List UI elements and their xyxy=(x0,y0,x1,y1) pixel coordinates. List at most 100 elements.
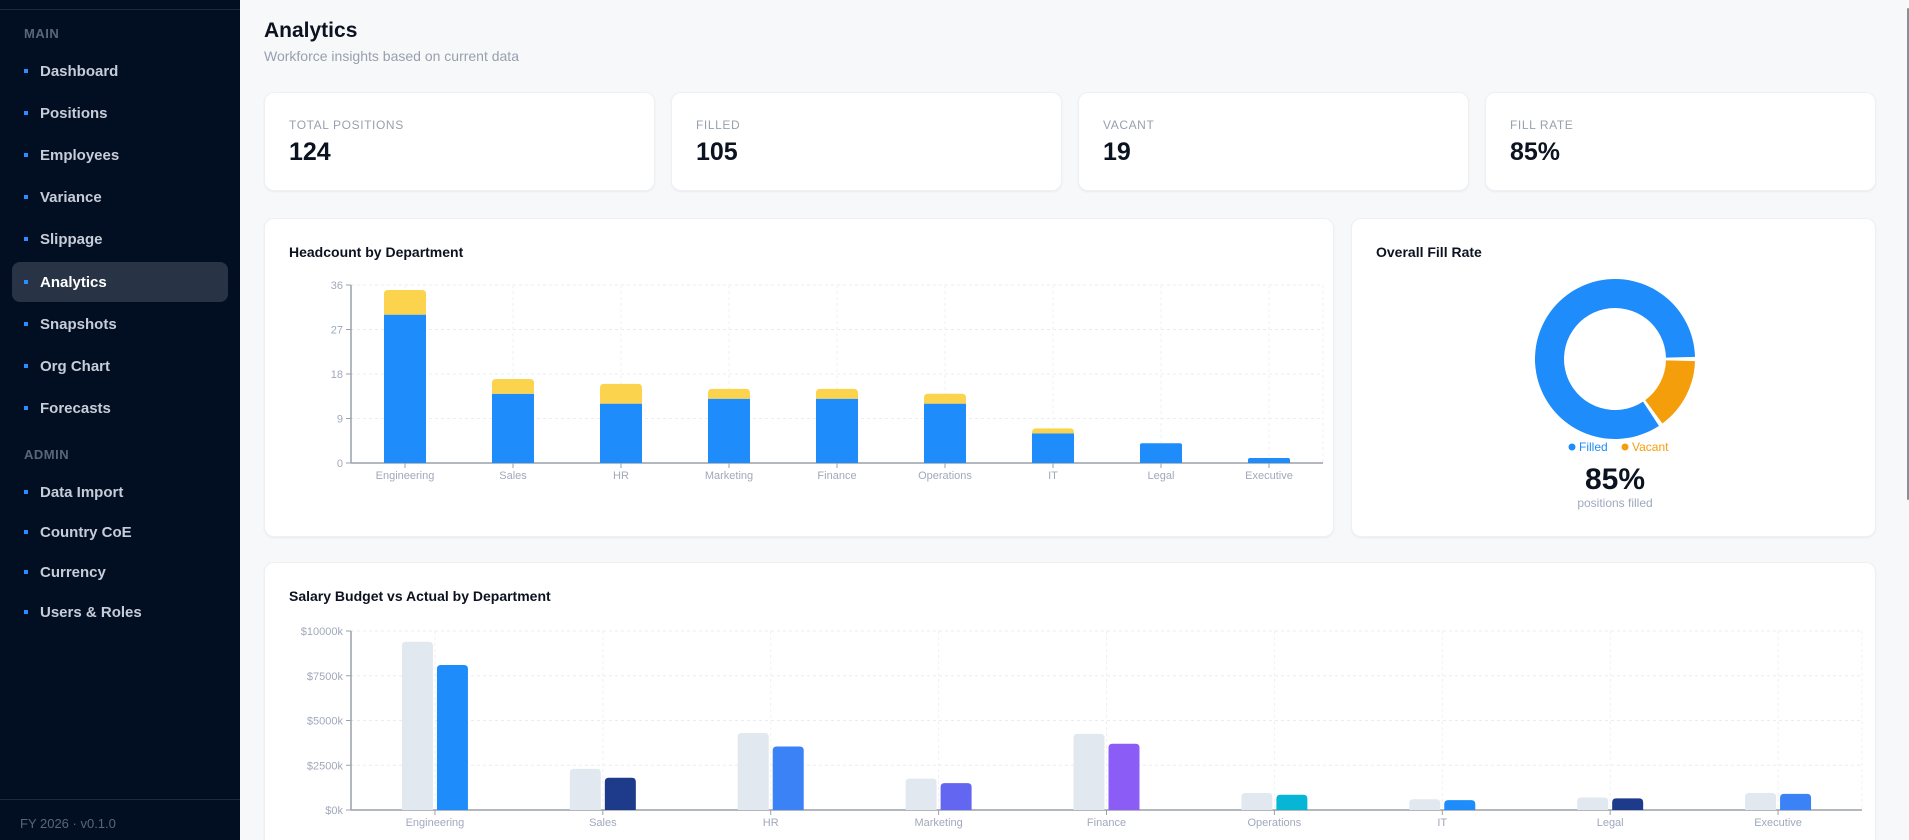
sidebar: MAIN Dashboard Positions Employees Varia… xyxy=(0,0,240,840)
bar-group[interactable] xyxy=(492,378,534,463)
bullet-icon xyxy=(24,610,28,614)
bullet-icon xyxy=(24,406,28,410)
bullet-icon xyxy=(24,111,28,115)
headcount-chart-card: Headcount by Department 0 9 18 27 36 Engineer… xyxy=(264,218,1334,537)
bar-group[interactable] xyxy=(1745,792,1812,810)
scrollbar[interactable] xyxy=(1907,8,1909,500)
sidebar-item-positions[interactable]: Positions xyxy=(12,93,228,133)
svg-text:IT: IT xyxy=(1437,817,1447,829)
fill-rate-donut-chart: Filled Vacant 85%positions filled xyxy=(1535,279,1695,510)
svg-text:HR: HR xyxy=(613,470,629,482)
svg-text:IT: IT xyxy=(1048,470,1058,482)
nav-section-main: MAIN xyxy=(24,26,60,41)
svg-text:Marketing: Marketing xyxy=(705,470,753,482)
legend-dot-filled xyxy=(1568,443,1576,451)
chart-title: Overall Fill Rate xyxy=(1376,244,1482,260)
svg-text:Executive: Executive xyxy=(1754,817,1802,829)
stat-label: FILLED xyxy=(696,118,741,132)
svg-text:Finance: Finance xyxy=(1087,817,1126,829)
bullet-icon xyxy=(24,237,28,241)
stat-label: TOTAL POSITIONS xyxy=(289,118,404,132)
stat-value: 105 xyxy=(696,138,738,166)
page-subtitle: Workforce insights based on current data xyxy=(264,48,519,64)
bullet-icon xyxy=(24,195,28,199)
legend-dot-vacant xyxy=(1621,443,1629,451)
stat-value: 19 xyxy=(1103,138,1131,166)
bullet-icon xyxy=(24,322,28,326)
bar-group[interactable] xyxy=(1073,733,1140,810)
svg-text:Finance: Finance xyxy=(817,470,856,482)
svg-text:$7500k: $7500k xyxy=(307,671,344,683)
divider xyxy=(0,799,240,800)
bar-group[interactable] xyxy=(1248,458,1290,463)
svg-text:$10000k: $10000k xyxy=(301,626,344,638)
svg-text:Legal: Legal xyxy=(1597,817,1624,829)
bar-group[interactable] xyxy=(816,388,858,463)
fill-rate-value: 85% xyxy=(1585,463,1645,496)
salary-chart-card: Salary Budget vs Actual by Department $0… xyxy=(264,562,1876,840)
fill-rate-card: Overall Fill Rate Filled Vacant 85% positio… xyxy=(1351,218,1876,537)
sidebar-item-org-chart[interactable]: Org Chart xyxy=(12,346,228,386)
main-content: Analytics Workforce insights based on cu… xyxy=(240,0,1909,840)
bar-group[interactable] xyxy=(708,388,750,463)
svg-text:$0k: $0k xyxy=(325,805,343,817)
stat-card-total-positions: TOTAL POSITIONS 124 xyxy=(264,92,655,191)
bar-group[interactable] xyxy=(1032,428,1074,463)
nav-section-admin: ADMIN xyxy=(24,447,70,462)
svg-text:$5000k: $5000k xyxy=(307,716,344,728)
salary-bar-chart: $0k $2500k $5000k $7500k $10000k Engineering S… xyxy=(301,626,1863,829)
sidebar-item-analytics[interactable]: Analytics xyxy=(12,262,228,302)
version-label: FY 2026 · v0.1.0 xyxy=(20,816,116,831)
svg-text:Operations: Operations xyxy=(918,470,972,482)
svg-text:HR: HR xyxy=(763,817,779,829)
svg-text:27: 27 xyxy=(331,325,343,337)
sidebar-item-country-coe[interactable]: Country CoE xyxy=(12,512,228,552)
page-title: Analytics xyxy=(264,19,358,42)
bar-group[interactable] xyxy=(600,383,642,463)
bar-group[interactable] xyxy=(905,778,972,810)
bullet-icon xyxy=(24,153,28,157)
fill-rate-caption: positions filled xyxy=(1577,496,1652,510)
svg-text:18: 18 xyxy=(331,369,343,381)
bar-group[interactable] xyxy=(384,289,426,463)
bar-group[interactable] xyxy=(737,733,804,810)
sidebar-item-currency[interactable]: Currency xyxy=(12,552,228,592)
stat-value: 85% xyxy=(1510,138,1561,166)
legend-label-filled[interactable]: Filled xyxy=(1579,440,1608,454)
bar-group[interactable] xyxy=(1577,797,1644,810)
sidebar-item-employees[interactable]: Employees xyxy=(12,135,228,175)
bullet-icon xyxy=(24,490,28,494)
svg-text:Sales: Sales xyxy=(499,470,527,482)
stat-card-filled: FILLED 105 xyxy=(671,92,1062,191)
svg-text:$2500k: $2500k xyxy=(307,760,344,772)
bullet-icon xyxy=(24,530,28,534)
bar-group[interactable] xyxy=(1241,792,1308,810)
sidebar-item-data-import[interactable]: Data Import xyxy=(12,472,228,512)
donut-slice-vacant[interactable] xyxy=(1645,360,1695,424)
bar-group[interactable] xyxy=(1140,443,1182,463)
legend-label-vacant[interactable]: Vacant xyxy=(1632,440,1669,454)
bullet-icon xyxy=(24,570,28,574)
sidebar-item-users-roles[interactable]: Users & Roles xyxy=(12,592,228,632)
sidebar-item-dashboard[interactable]: Dashboard xyxy=(12,51,228,91)
svg-text:Legal: Legal xyxy=(1148,470,1175,482)
svg-text:Engineering: Engineering xyxy=(376,470,435,482)
bullet-icon xyxy=(24,69,28,73)
bar-group[interactable] xyxy=(401,641,468,810)
sidebar-item-snapshots[interactable]: Snapshots xyxy=(12,304,228,344)
svg-text:36: 36 xyxy=(331,280,343,292)
stat-label: FILL RATE xyxy=(1510,118,1574,132)
stat-value: 124 xyxy=(289,138,331,166)
bar-group[interactable] xyxy=(924,393,966,463)
bar-group[interactable] xyxy=(1409,799,1476,810)
chart-title: Salary Budget vs Actual by Department xyxy=(289,588,551,604)
sidebar-item-forecasts[interactable]: Forecasts xyxy=(12,388,228,428)
sidebar-item-variance[interactable]: Variance xyxy=(12,177,228,217)
bar-group[interactable] xyxy=(569,768,636,810)
svg-text:Executive: Executive xyxy=(1245,470,1293,482)
sidebar-item-slippage[interactable]: Slippage xyxy=(12,219,228,259)
svg-text:Operations: Operations xyxy=(1247,817,1301,829)
svg-text:9: 9 xyxy=(337,414,343,426)
donut-slice-filled[interactable] xyxy=(1535,279,1695,439)
stat-card-vacant: VACANT 19 xyxy=(1078,92,1469,191)
